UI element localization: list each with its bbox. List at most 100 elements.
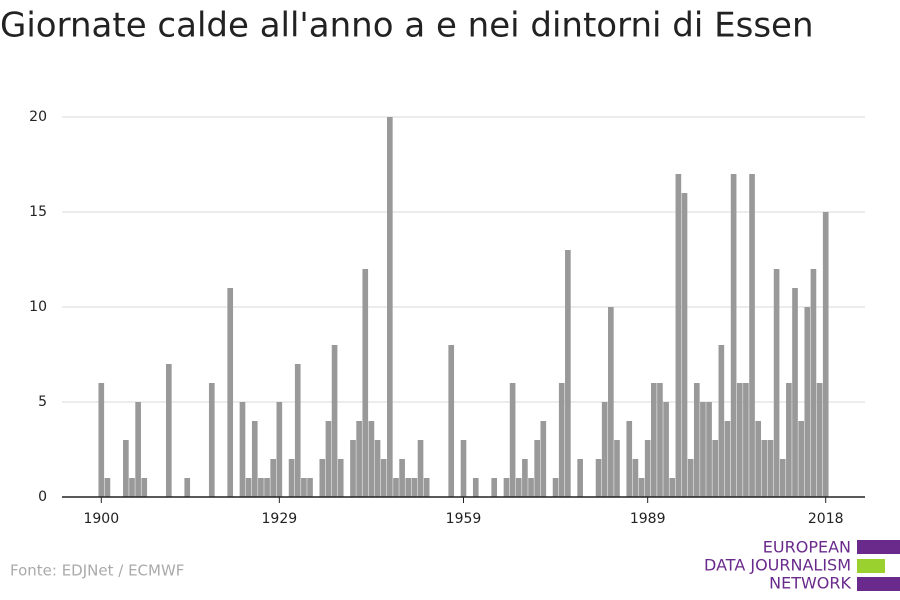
bar [558,383,565,497]
bar [141,478,148,497]
bar [650,383,657,497]
bar [534,440,540,497]
bar [804,307,811,497]
bar [350,440,356,497]
x-tick-label: 1989 [630,511,666,527]
bar [773,269,780,497]
bar [608,307,614,497]
bar [491,478,498,497]
bar [552,478,559,497]
bar [822,212,829,497]
bar [325,421,332,497]
bar [736,383,743,497]
chart-title: Giornate calde all'anno a e nei dintorni… [0,6,814,46]
bar [264,478,270,497]
bar [270,459,277,497]
bar [798,421,804,497]
bar [417,440,424,497]
x-tick-label: 1959 [446,511,482,527]
bar [644,440,651,497]
bar [663,402,669,497]
bar [288,459,295,497]
y-tick-label: 20 [29,109,47,125]
bar [104,478,111,497]
bar [577,459,583,497]
bar [165,364,172,497]
bar [503,478,510,497]
bar [755,421,762,497]
bar [405,478,412,497]
bar [786,383,792,497]
bar [724,421,731,497]
y-tick-label: 0 [38,489,47,505]
bar [276,402,283,497]
bar [669,478,676,497]
logo-text: DATA JOURNALISM [704,556,851,575]
bar [779,459,786,497]
bar [522,459,528,497]
bar [657,383,663,497]
y-tick-label: 15 [29,204,47,220]
bar [294,364,301,497]
bar [540,421,547,497]
logo-bar [857,577,900,591]
bar [301,478,307,497]
logo-text: NETWORK [769,574,851,593]
y-tick-label: 10 [29,299,47,315]
y-tick-label: 5 [38,394,47,410]
bar [208,383,215,497]
bar [515,478,522,497]
bar [331,345,338,497]
bar [362,269,369,497]
bar [307,478,313,497]
bar [368,421,375,497]
bar [387,117,393,497]
bar [245,478,252,497]
bar [632,459,639,497]
bar [712,440,719,497]
bar [528,478,534,497]
bar [423,478,430,497]
bar [743,383,749,497]
bar [700,402,706,497]
bar [399,459,405,497]
bar [319,459,326,497]
bar [123,440,129,497]
bar [448,345,455,497]
bar [693,383,700,497]
bar [706,402,712,497]
bar [761,440,768,497]
bar [337,459,344,497]
x-tick-label: 2018 [808,511,844,527]
bar [460,440,467,497]
bar [792,288,798,497]
bar [718,345,725,497]
bar [239,402,246,497]
bar [565,250,571,497]
bar [749,174,755,497]
logo: EUROPEAN DATA JOURNALISM NETWORK [704,538,900,593]
bar [595,459,602,497]
logo-bar [857,559,885,573]
x-tick-label: 1900 [83,511,119,527]
bar [810,269,817,497]
bar [638,478,645,497]
bar [380,459,387,497]
bar [472,478,479,497]
bar [129,478,135,497]
bar [730,174,737,497]
bar [135,402,141,497]
bar [626,421,633,497]
bar [614,440,620,497]
x-tick-label: 1929 [262,511,298,527]
bar [184,478,191,497]
bar [509,383,516,497]
bar [816,383,823,497]
source: Fonte: EDJNet / ECMWF [10,562,184,580]
bar [393,478,399,497]
bar [767,440,774,497]
bar [374,440,381,497]
bar [251,421,258,497]
logo-bar [857,540,900,554]
